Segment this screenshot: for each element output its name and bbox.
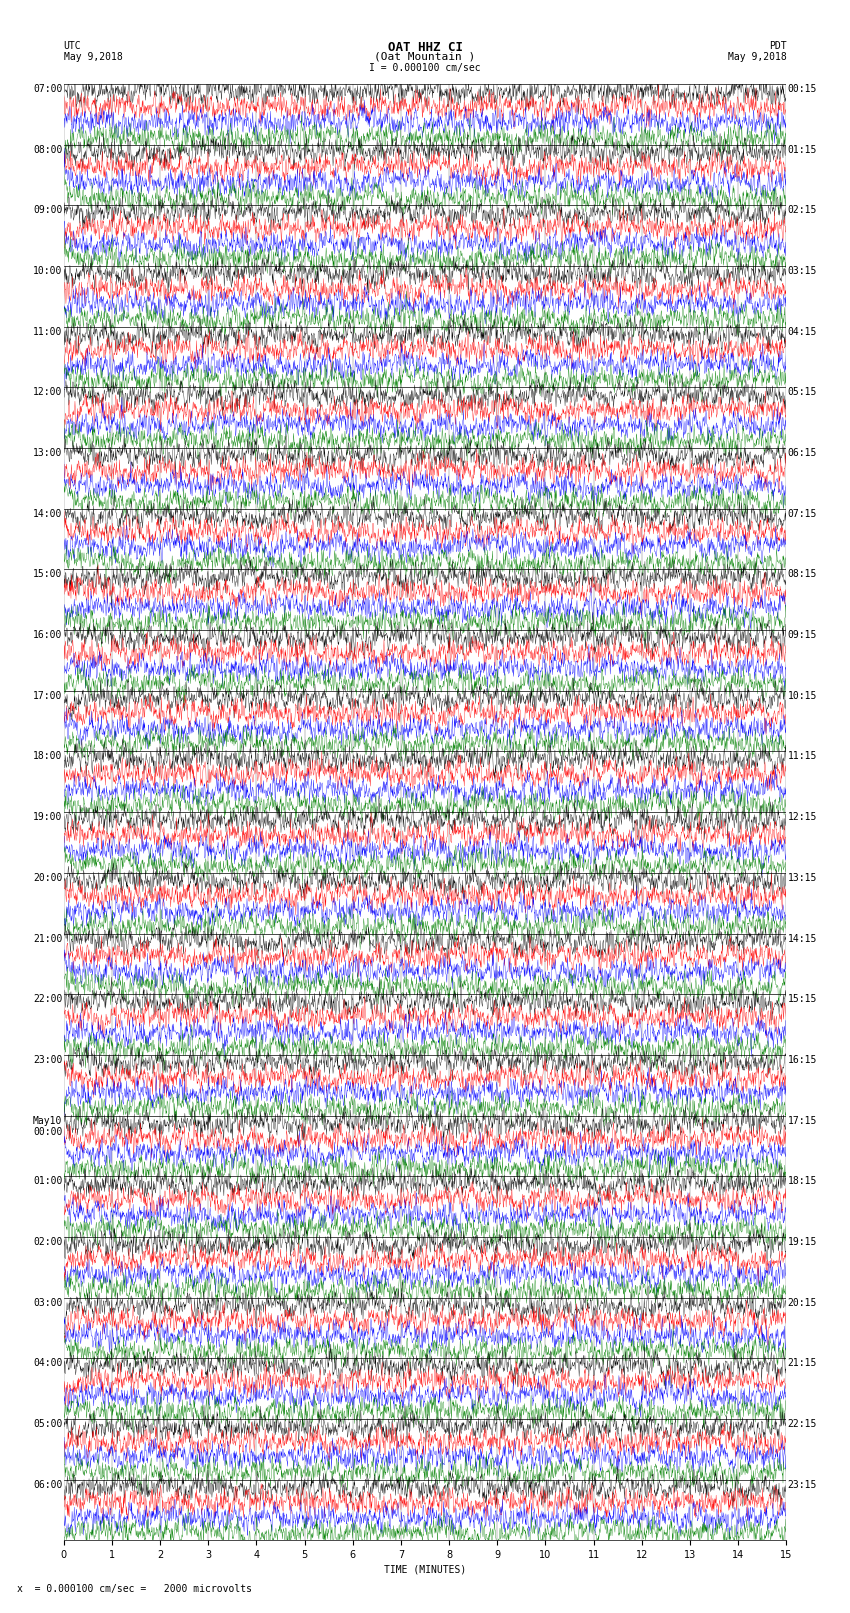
Text: 23:15: 23:15	[788, 1479, 817, 1490]
Text: 04:00: 04:00	[33, 1358, 62, 1368]
Text: 08:00: 08:00	[33, 145, 62, 155]
Text: 10:15: 10:15	[788, 690, 817, 700]
Text: 10:00: 10:00	[33, 266, 62, 276]
Text: 06:00: 06:00	[33, 1479, 62, 1490]
Text: 15:00: 15:00	[33, 569, 62, 579]
X-axis label: TIME (MINUTES): TIME (MINUTES)	[384, 1565, 466, 1574]
Text: 18:00: 18:00	[33, 752, 62, 761]
Text: 14:00: 14:00	[33, 508, 62, 519]
Text: 20:00: 20:00	[33, 873, 62, 882]
Text: 04:15: 04:15	[788, 326, 817, 337]
Text: 12:00: 12:00	[33, 387, 62, 397]
Text: I = 0.000100 cm/sec: I = 0.000100 cm/sec	[369, 63, 481, 73]
Text: 13:15: 13:15	[788, 873, 817, 882]
Text: x  = 0.000100 cm/sec =   2000 microvolts: x = 0.000100 cm/sec = 2000 microvolts	[17, 1584, 252, 1594]
Text: 14:15: 14:15	[788, 934, 817, 944]
Text: 19:15: 19:15	[788, 1237, 817, 1247]
Text: 22:15: 22:15	[788, 1419, 817, 1429]
Text: 13:00: 13:00	[33, 448, 62, 458]
Text: 21:15: 21:15	[788, 1358, 817, 1368]
Text: (Oat Mountain ): (Oat Mountain )	[374, 52, 476, 61]
Text: 02:15: 02:15	[788, 205, 817, 215]
Text: 17:00: 17:00	[33, 690, 62, 700]
Text: 18:15: 18:15	[788, 1176, 817, 1186]
Text: May10
00:00: May10 00:00	[33, 1116, 62, 1137]
Text: 11:00: 11:00	[33, 326, 62, 337]
Text: 07:00: 07:00	[33, 84, 62, 94]
Text: 03:15: 03:15	[788, 266, 817, 276]
Text: 02:00: 02:00	[33, 1237, 62, 1247]
Text: 09:00: 09:00	[33, 205, 62, 215]
Text: 05:15: 05:15	[788, 387, 817, 397]
Text: 09:15: 09:15	[788, 631, 817, 640]
Text: 15:15: 15:15	[788, 994, 817, 1005]
Text: 20:15: 20:15	[788, 1297, 817, 1308]
Text: 05:00: 05:00	[33, 1419, 62, 1429]
Text: 00:15: 00:15	[788, 84, 817, 94]
Text: UTC: UTC	[64, 40, 82, 52]
Text: 01:00: 01:00	[33, 1176, 62, 1186]
Text: 03:00: 03:00	[33, 1297, 62, 1308]
Text: 08:15: 08:15	[788, 569, 817, 579]
Text: 12:15: 12:15	[788, 813, 817, 823]
Text: 11:15: 11:15	[788, 752, 817, 761]
Text: PDT: PDT	[768, 40, 786, 52]
Text: 07:15: 07:15	[788, 508, 817, 519]
Text: 22:00: 22:00	[33, 994, 62, 1005]
Text: May 9,2018: May 9,2018	[728, 52, 786, 61]
Text: OAT HHZ CI: OAT HHZ CI	[388, 40, 462, 55]
Text: 23:00: 23:00	[33, 1055, 62, 1065]
Text: 17:15: 17:15	[788, 1116, 817, 1126]
Text: May 9,2018: May 9,2018	[64, 52, 122, 61]
Text: 06:15: 06:15	[788, 448, 817, 458]
Text: 16:00: 16:00	[33, 631, 62, 640]
Text: 21:00: 21:00	[33, 934, 62, 944]
Text: 16:15: 16:15	[788, 1055, 817, 1065]
Text: 01:15: 01:15	[788, 145, 817, 155]
Text: 19:00: 19:00	[33, 813, 62, 823]
